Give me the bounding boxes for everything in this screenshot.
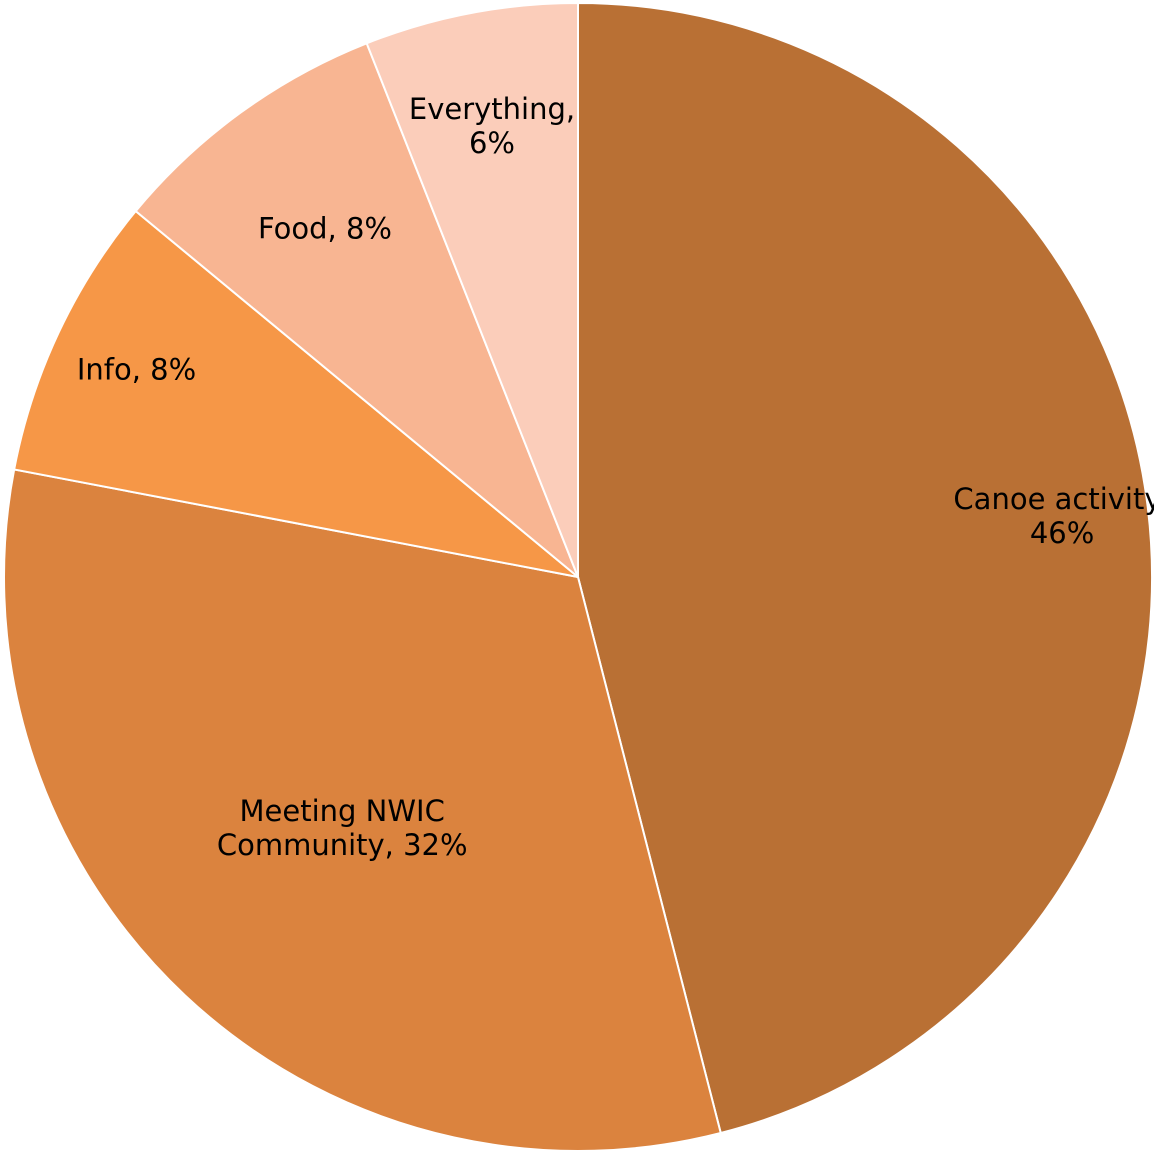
pie-slices: [3, 1, 1153, 1152]
pie-slice-label-2: Info, 8%: [77, 352, 196, 386]
pie-slice-label-line: 6%: [469, 126, 515, 160]
pie-slice-label-line: Everything,: [409, 92, 575, 126]
pie-slice-label-line: Info, 8%: [77, 352, 196, 386]
pie-slice-label-4: Everything, 6%: [409, 92, 575, 160]
pie-slice-1: [3, 468, 722, 1152]
pie-slice-0: [577, 1, 1153, 1135]
pie-slice-label-line: 46%: [1030, 516, 1094, 550]
pie-slice-label-0: Canoe activity, 46%: [953, 482, 1154, 550]
pie-slice-label-1: Meeting NWIC Community, 32%: [217, 794, 468, 862]
pie-slice-label-line: Food, 8%: [258, 212, 392, 246]
pie-labels: Canoe activity, 46% Meeting NWIC Community,…: [77, 92, 1154, 862]
pie-slice-2: [13, 209, 579, 578]
pie-slice-label-line: Canoe activity,: [953, 482, 1154, 516]
pie-slice-4: [365, 1, 579, 578]
pie-slice-3: [134, 42, 579, 578]
pie-slice-label-line: Meeting NWIC: [240, 794, 445, 828]
pie-slice-label-3: Food, 8%: [258, 212, 392, 246]
pie-slice-label-line: Community, 32%: [217, 828, 468, 862]
